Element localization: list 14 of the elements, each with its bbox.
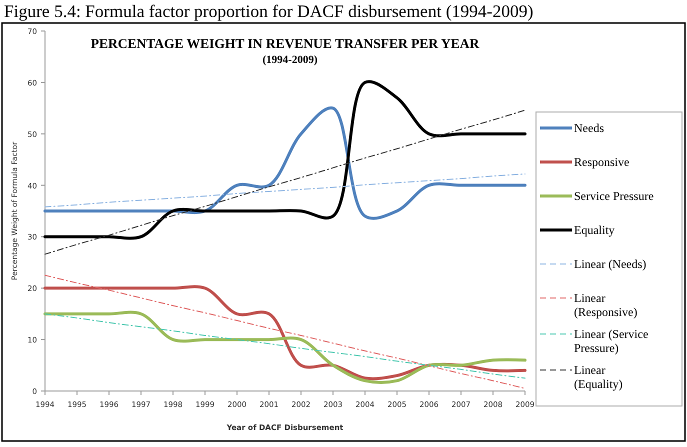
- chart-title: PERCENTAGE WEIGHT IN REVENUE TRANSFER PER YEAR: [90, 36, 480, 51]
- legend-label: Service Pressure: [574, 189, 654, 203]
- line-series: [44, 173, 526, 208]
- legend-label: Responsive: [574, 155, 630, 169]
- caption: Figure 5.4: Formula factor proportion for DACF disbursement (1994-2009): [4, 1, 534, 21]
- line-series: [44, 110, 526, 255]
- legend-label: Linear (Needs): [574, 257, 646, 271]
- legend-label: Linear (Service Pressure): [574, 327, 648, 355]
- legend-label: Linear (Responsive): [574, 291, 638, 319]
- legend-label: Equality: [574, 223, 615, 237]
- line-series: [44, 274, 526, 389]
- legend-label: Needs: [574, 121, 604, 135]
- legend-label: Linear (Equality): [574, 363, 623, 391]
- text: (1994-2009): [262, 54, 318, 66]
